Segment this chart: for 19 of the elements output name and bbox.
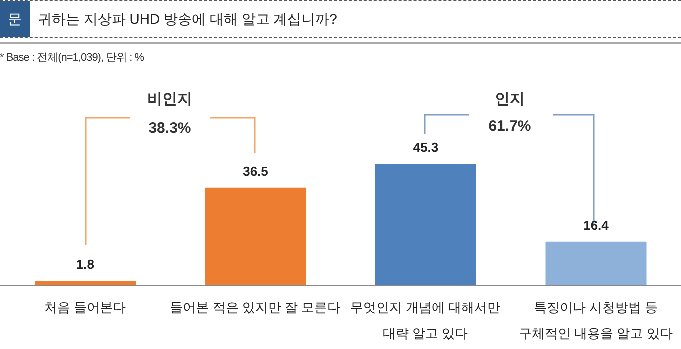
data-label: 1.8: [76, 257, 95, 272]
text: 38.3%: [148, 120, 192, 137]
chart-subtitle: * Base : 전체(n=1,039), 단위 : %: [0, 51, 144, 65]
data-label: 36.5: [243, 164, 268, 179]
bar: [35, 281, 136, 286]
data-label: 16.4: [584, 218, 610, 233]
text: 문: [0, 1, 30, 37]
bar: [546, 242, 647, 286]
bar: [376, 164, 476, 286]
chart-title: 귀하는 지상파 UHD 방송에 대해 알고 계십니까?: [38, 10, 338, 29]
bar: [205, 188, 306, 286]
text: 인지: [494, 90, 526, 109]
x-tick-label: 처음 들어본다: [44, 300, 126, 315]
data-label: 45.3: [413, 140, 439, 156]
text: 비인지: [146, 90, 194, 109]
x-tick-label: 무엇인지 개념에 대해서만 대략 알고 있다: [350, 300, 501, 341]
x-tick-label: 들어본 적은 있지만 잘 모른다: [170, 300, 341, 315]
text: 61.7%: [488, 118, 532, 135]
x-tick-label: 특징이나 시청방법 등 구체적인 내용을 알고 있다: [518, 300, 673, 341]
